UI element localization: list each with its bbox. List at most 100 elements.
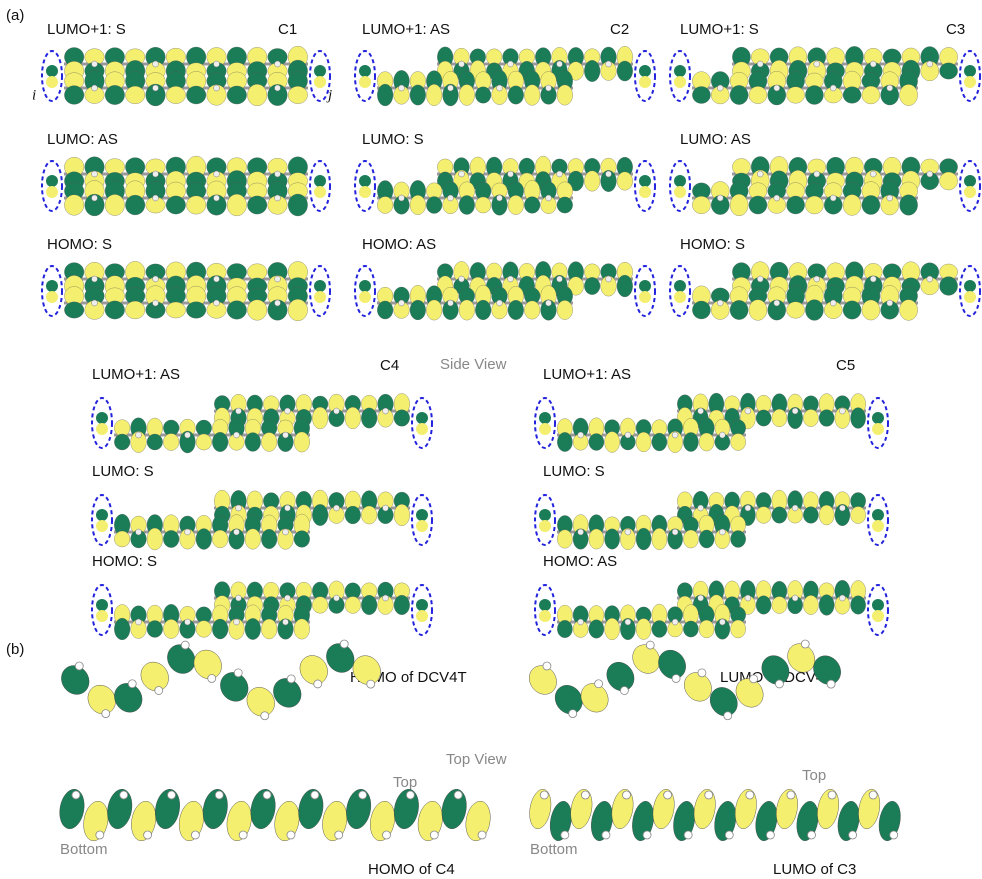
orbital-lobe xyxy=(114,434,130,450)
orbital-lobe xyxy=(227,301,247,319)
config-name: C4 xyxy=(380,357,399,374)
atom xyxy=(92,276,98,282)
view-title: HOMO of C4 xyxy=(368,861,455,878)
config-name: C5 xyxy=(836,357,855,374)
atom xyxy=(757,276,763,282)
orbital-lobe xyxy=(475,197,491,213)
orbital-lobe xyxy=(772,507,787,523)
orbital-lobe xyxy=(652,528,667,550)
atom xyxy=(75,662,83,670)
atom xyxy=(698,408,704,414)
orbital-lobe xyxy=(683,530,698,548)
orbital-lobe xyxy=(227,86,247,104)
atom xyxy=(283,432,289,438)
orbital-lobe xyxy=(426,84,442,105)
atom xyxy=(448,195,454,201)
config-name: C1 xyxy=(278,21,297,38)
orbital-lobe xyxy=(166,86,186,103)
atom xyxy=(335,831,343,839)
atom xyxy=(792,505,798,511)
atom xyxy=(775,680,783,688)
orbital-lobe xyxy=(851,596,866,615)
orbital-lobe xyxy=(359,280,371,292)
atom xyxy=(719,619,725,625)
orbital-lobe xyxy=(294,432,310,452)
atom xyxy=(185,529,191,535)
atom xyxy=(153,195,159,201)
atom xyxy=(830,300,836,306)
atom xyxy=(581,791,589,799)
orbital-lobe xyxy=(636,528,651,550)
view-label: Top View xyxy=(446,751,507,768)
orbital-lobe xyxy=(114,618,130,640)
atom xyxy=(927,61,933,67)
atom xyxy=(774,300,780,306)
atom xyxy=(214,85,220,91)
orbital-lobe xyxy=(584,171,600,191)
atom xyxy=(561,831,569,839)
atom xyxy=(625,619,631,625)
orbital-lobe xyxy=(787,87,805,104)
orbital-lobe xyxy=(46,175,58,187)
atom xyxy=(546,195,552,201)
atom xyxy=(620,687,628,695)
orbital-lobe xyxy=(589,529,604,549)
atom xyxy=(497,300,503,306)
figure: (a) Side View (b) Top View i j C1LUMO+1:… xyxy=(0,0,982,879)
orbital-lobe xyxy=(819,410,834,427)
atom xyxy=(830,85,836,91)
atom xyxy=(153,171,159,177)
atom xyxy=(399,195,405,201)
orbital-lobe xyxy=(377,301,393,319)
orbital-lobe xyxy=(114,531,130,547)
atom xyxy=(870,276,876,282)
orbital-lobe xyxy=(163,530,179,547)
orbital-lobe xyxy=(166,302,186,318)
panel-label: (a) xyxy=(6,7,24,24)
orbital-lobe xyxy=(46,65,58,77)
orbital-lobe xyxy=(805,300,823,321)
orbital-lobe xyxy=(288,86,308,103)
orbital-lobe xyxy=(730,85,748,104)
atom xyxy=(261,712,269,720)
orbital-lobe xyxy=(772,596,787,613)
orbital-lobe xyxy=(410,195,426,214)
atom xyxy=(672,674,680,682)
orbital-lobe xyxy=(105,301,125,319)
orbital-label: LUMO+1: AS xyxy=(543,366,631,383)
orbital-lobe xyxy=(674,291,686,303)
orbital-lobe xyxy=(196,420,212,436)
atom xyxy=(927,276,933,282)
end-label: j xyxy=(326,87,332,103)
orbital-label: HOMO: S xyxy=(47,236,112,253)
atom xyxy=(745,505,751,511)
orbital-lobe xyxy=(416,599,428,611)
atom xyxy=(717,300,723,306)
orbital-lobe xyxy=(261,529,277,549)
atom xyxy=(698,669,706,677)
orbital-lobe xyxy=(851,506,866,523)
atom xyxy=(578,619,584,625)
orbital-lobe xyxy=(692,301,710,319)
orbital-lobe xyxy=(900,300,918,321)
atom xyxy=(508,276,514,282)
atom xyxy=(334,595,340,601)
orbital-lobe xyxy=(605,618,620,640)
orbital-lobe xyxy=(940,172,958,190)
orbital-lobe xyxy=(639,186,651,198)
atom xyxy=(705,791,713,799)
atom xyxy=(155,687,163,695)
atom xyxy=(214,61,220,67)
orbital-lobe xyxy=(872,509,884,521)
orbital-lobe xyxy=(674,175,686,187)
orbital-label: LUMO+1: AS xyxy=(362,21,450,38)
side-tag: Top xyxy=(393,774,417,791)
atom xyxy=(359,791,367,799)
orbital-lobe xyxy=(359,186,371,198)
atom xyxy=(168,791,176,799)
atom xyxy=(128,680,136,688)
atom xyxy=(814,171,820,177)
side-tag: Bottom xyxy=(530,841,578,858)
atom xyxy=(887,195,893,201)
orbital-lobe xyxy=(312,407,328,429)
